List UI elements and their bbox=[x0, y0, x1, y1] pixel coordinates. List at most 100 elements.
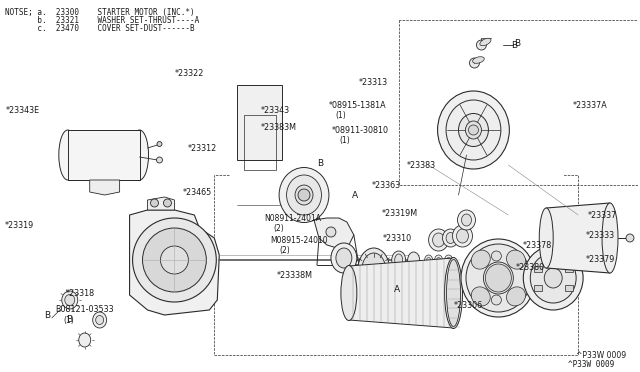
Ellipse shape bbox=[483, 262, 513, 294]
Text: *23306: *23306 bbox=[454, 301, 483, 310]
Circle shape bbox=[326, 227, 336, 237]
Ellipse shape bbox=[445, 255, 452, 265]
Bar bbox=[534, 266, 541, 272]
Ellipse shape bbox=[472, 57, 484, 63]
Text: *23337A: *23337A bbox=[573, 100, 608, 109]
Text: B: B bbox=[511, 41, 518, 49]
Ellipse shape bbox=[445, 257, 463, 328]
Circle shape bbox=[476, 40, 486, 50]
Polygon shape bbox=[349, 258, 454, 328]
Text: *23383: *23383 bbox=[406, 160, 436, 170]
Ellipse shape bbox=[461, 214, 472, 226]
Text: *23363: *23363 bbox=[372, 180, 401, 189]
Circle shape bbox=[626, 234, 634, 242]
Ellipse shape bbox=[93, 312, 107, 328]
Circle shape bbox=[157, 141, 162, 147]
Text: *23380: *23380 bbox=[515, 263, 545, 273]
Polygon shape bbox=[314, 218, 354, 248]
Text: *23333: *23333 bbox=[586, 231, 615, 240]
Text: A: A bbox=[394, 285, 400, 295]
Text: (2): (2) bbox=[273, 224, 284, 232]
Ellipse shape bbox=[461, 239, 536, 317]
Ellipse shape bbox=[446, 232, 455, 244]
Ellipse shape bbox=[447, 257, 451, 263]
Polygon shape bbox=[90, 180, 120, 195]
Ellipse shape bbox=[506, 287, 525, 306]
Ellipse shape bbox=[471, 287, 490, 306]
Text: *08911-30810: *08911-30810 bbox=[332, 125, 389, 135]
Ellipse shape bbox=[480, 38, 491, 46]
Text: *23343: *23343 bbox=[261, 106, 291, 115]
Ellipse shape bbox=[295, 185, 313, 205]
Ellipse shape bbox=[96, 315, 104, 324]
Text: NOTSE; a.  23300    STARTER MOTOR (INC.*): NOTSE; a. 23300 STARTER MOTOR (INC.*) bbox=[5, 8, 195, 17]
Ellipse shape bbox=[436, 257, 440, 263]
Text: *23322: *23322 bbox=[175, 68, 204, 77]
Ellipse shape bbox=[429, 229, 449, 251]
Ellipse shape bbox=[465, 121, 481, 139]
Polygon shape bbox=[148, 197, 175, 210]
Ellipse shape bbox=[524, 246, 583, 310]
Text: *08915-1381A: *08915-1381A bbox=[329, 100, 387, 109]
Polygon shape bbox=[68, 130, 140, 180]
Ellipse shape bbox=[65, 295, 75, 305]
Text: B: B bbox=[317, 158, 323, 167]
Ellipse shape bbox=[540, 208, 553, 268]
Text: *23319M: *23319M bbox=[381, 208, 418, 218]
Text: *23383M: *23383M bbox=[261, 122, 297, 131]
Text: M08915-24010: M08915-24010 bbox=[270, 235, 328, 244]
Text: B08121-03533: B08121-03533 bbox=[55, 305, 113, 314]
Ellipse shape bbox=[458, 113, 488, 147]
Ellipse shape bbox=[408, 252, 420, 268]
Ellipse shape bbox=[485, 264, 511, 292]
Circle shape bbox=[492, 251, 501, 261]
Text: *23318: *23318 bbox=[66, 289, 95, 298]
Polygon shape bbox=[546, 203, 610, 273]
Ellipse shape bbox=[424, 255, 433, 265]
Ellipse shape bbox=[446, 100, 501, 160]
Ellipse shape bbox=[79, 333, 91, 347]
Circle shape bbox=[298, 189, 310, 201]
Ellipse shape bbox=[358, 248, 390, 292]
Ellipse shape bbox=[336, 248, 352, 268]
Circle shape bbox=[468, 125, 479, 135]
Circle shape bbox=[157, 157, 163, 163]
Ellipse shape bbox=[443, 229, 458, 247]
Ellipse shape bbox=[362, 253, 386, 287]
Text: B: B bbox=[66, 315, 72, 324]
Text: *23313: *23313 bbox=[359, 77, 388, 87]
Circle shape bbox=[150, 199, 159, 207]
Ellipse shape bbox=[466, 244, 531, 312]
Text: (1): (1) bbox=[64, 315, 74, 324]
Text: *23310: *23310 bbox=[383, 234, 412, 243]
Text: *23338M: *23338M bbox=[277, 270, 313, 279]
Ellipse shape bbox=[131, 130, 148, 180]
Ellipse shape bbox=[392, 251, 406, 269]
Ellipse shape bbox=[452, 225, 472, 247]
Text: (1): (1) bbox=[335, 110, 346, 119]
Ellipse shape bbox=[447, 260, 461, 327]
Circle shape bbox=[492, 295, 501, 305]
Bar bbox=[244, 115, 276, 170]
Ellipse shape bbox=[544, 268, 562, 288]
Bar bbox=[561, 251, 570, 260]
Ellipse shape bbox=[435, 255, 443, 265]
Ellipse shape bbox=[438, 91, 509, 169]
Text: *23465: *23465 bbox=[182, 187, 212, 196]
Text: *23378: *23378 bbox=[522, 241, 552, 250]
Ellipse shape bbox=[458, 210, 476, 230]
Text: b.  23321    WASHER SET-THRUST----A: b. 23321 WASHER SET-THRUST----A bbox=[5, 16, 199, 25]
Text: N08911-2401A: N08911-2401A bbox=[264, 214, 321, 222]
Ellipse shape bbox=[602, 203, 618, 273]
Ellipse shape bbox=[279, 167, 329, 222]
Ellipse shape bbox=[531, 253, 576, 303]
Text: ^P33W 0009: ^P33W 0009 bbox=[568, 360, 614, 369]
Text: B: B bbox=[44, 311, 50, 320]
Text: *23343E: *23343E bbox=[6, 106, 40, 115]
Circle shape bbox=[132, 218, 216, 302]
Bar bbox=[237, 85, 282, 160]
Ellipse shape bbox=[506, 250, 525, 269]
Text: A: A bbox=[352, 190, 358, 199]
Circle shape bbox=[564, 254, 570, 260]
Text: (1): (1) bbox=[339, 135, 349, 144]
